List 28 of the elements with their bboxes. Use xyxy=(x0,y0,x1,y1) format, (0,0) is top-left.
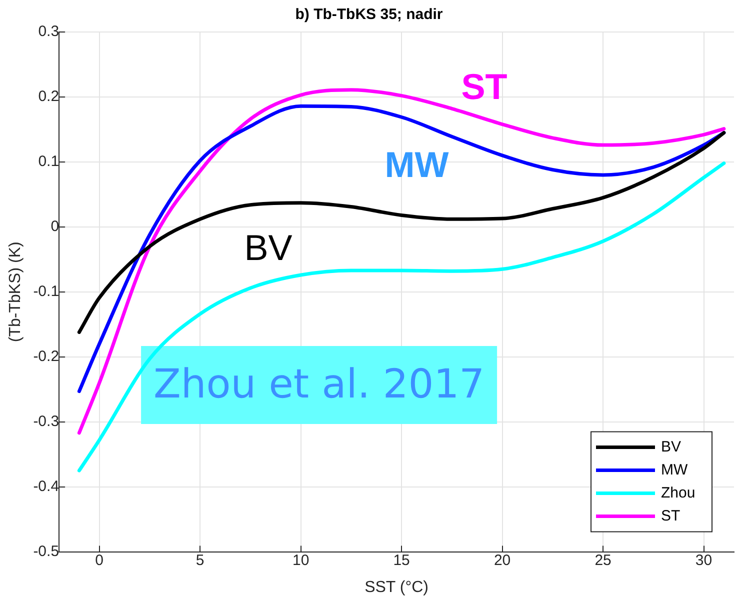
y-tick-label: -0.3 xyxy=(33,412,60,430)
x-axis-title: SST (°C) xyxy=(364,578,428,596)
y-tick-label: -0.2 xyxy=(33,348,60,366)
x-tick-label: 5 xyxy=(196,552,204,569)
annotation: ST xyxy=(461,66,508,108)
chart-title: b) Tb-TbKS 35; nadir xyxy=(295,6,443,24)
y-tick-label: -0.5 xyxy=(33,542,60,560)
y-tick-label: 0.2 xyxy=(38,88,60,106)
x-tick-label: 15 xyxy=(393,552,410,569)
legend-label: BV xyxy=(661,438,682,456)
y-tick-label: -0.4 xyxy=(33,478,60,495)
legend-label: ST xyxy=(661,507,680,524)
legend-label: MW xyxy=(661,461,688,478)
y-tick-label: -0.1 xyxy=(33,283,60,300)
annotation: BV xyxy=(244,227,292,268)
y-tick-label: 0.3 xyxy=(38,23,60,40)
x-tick-label: 30 xyxy=(695,552,712,569)
line-series xyxy=(77,130,726,334)
x-tick-label: 10 xyxy=(292,552,310,569)
annotation: MW xyxy=(384,144,449,186)
y-tick-label: 0.1 xyxy=(38,153,60,170)
x-tick-label: 0 xyxy=(95,552,104,569)
y-axis-title: (Tb-TbKS) (K) xyxy=(7,242,24,342)
annotation: Zhou et al. 2017 xyxy=(153,361,485,408)
x-tick-label: 20 xyxy=(494,552,511,569)
x-tick-label: 25 xyxy=(594,552,612,569)
legend-label: Zhou xyxy=(661,484,696,502)
y-tick-label: 0 xyxy=(50,218,60,236)
